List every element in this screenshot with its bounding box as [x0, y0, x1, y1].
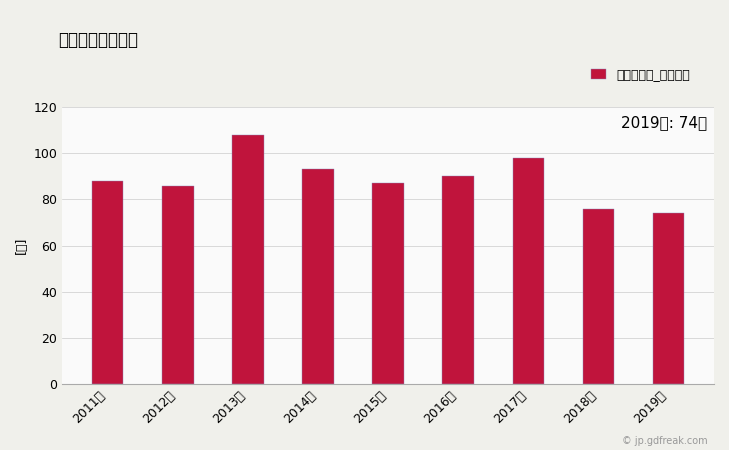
Text: © jp.gdfreak.com: © jp.gdfreak.com [622, 436, 707, 446]
Bar [92, 181, 123, 384]
Bar [92, 181, 123, 384]
Bar [303, 170, 334, 384]
Bar [653, 213, 685, 384]
Bar [512, 158, 544, 384]
Bar [582, 209, 615, 384]
Bar [232, 135, 264, 384]
Bar [443, 176, 474, 384]
Bar [373, 183, 404, 384]
Text: 建築物総数の推移: 建築物総数の推移 [58, 32, 139, 50]
Legend: 全建築物計_建築物数: 全建築物計_建築物数 [586, 63, 695, 86]
Text: 2019年: 74棟: 2019年: 74棟 [621, 116, 707, 130]
Bar [303, 170, 334, 384]
Bar [232, 135, 264, 384]
Bar [443, 176, 474, 384]
Bar [512, 158, 544, 384]
Bar [162, 185, 194, 384]
Bar [373, 183, 404, 384]
Bar [582, 209, 615, 384]
Bar [162, 185, 194, 384]
Bar [653, 213, 685, 384]
Y-axis label: [棟]: [棟] [15, 237, 28, 254]
